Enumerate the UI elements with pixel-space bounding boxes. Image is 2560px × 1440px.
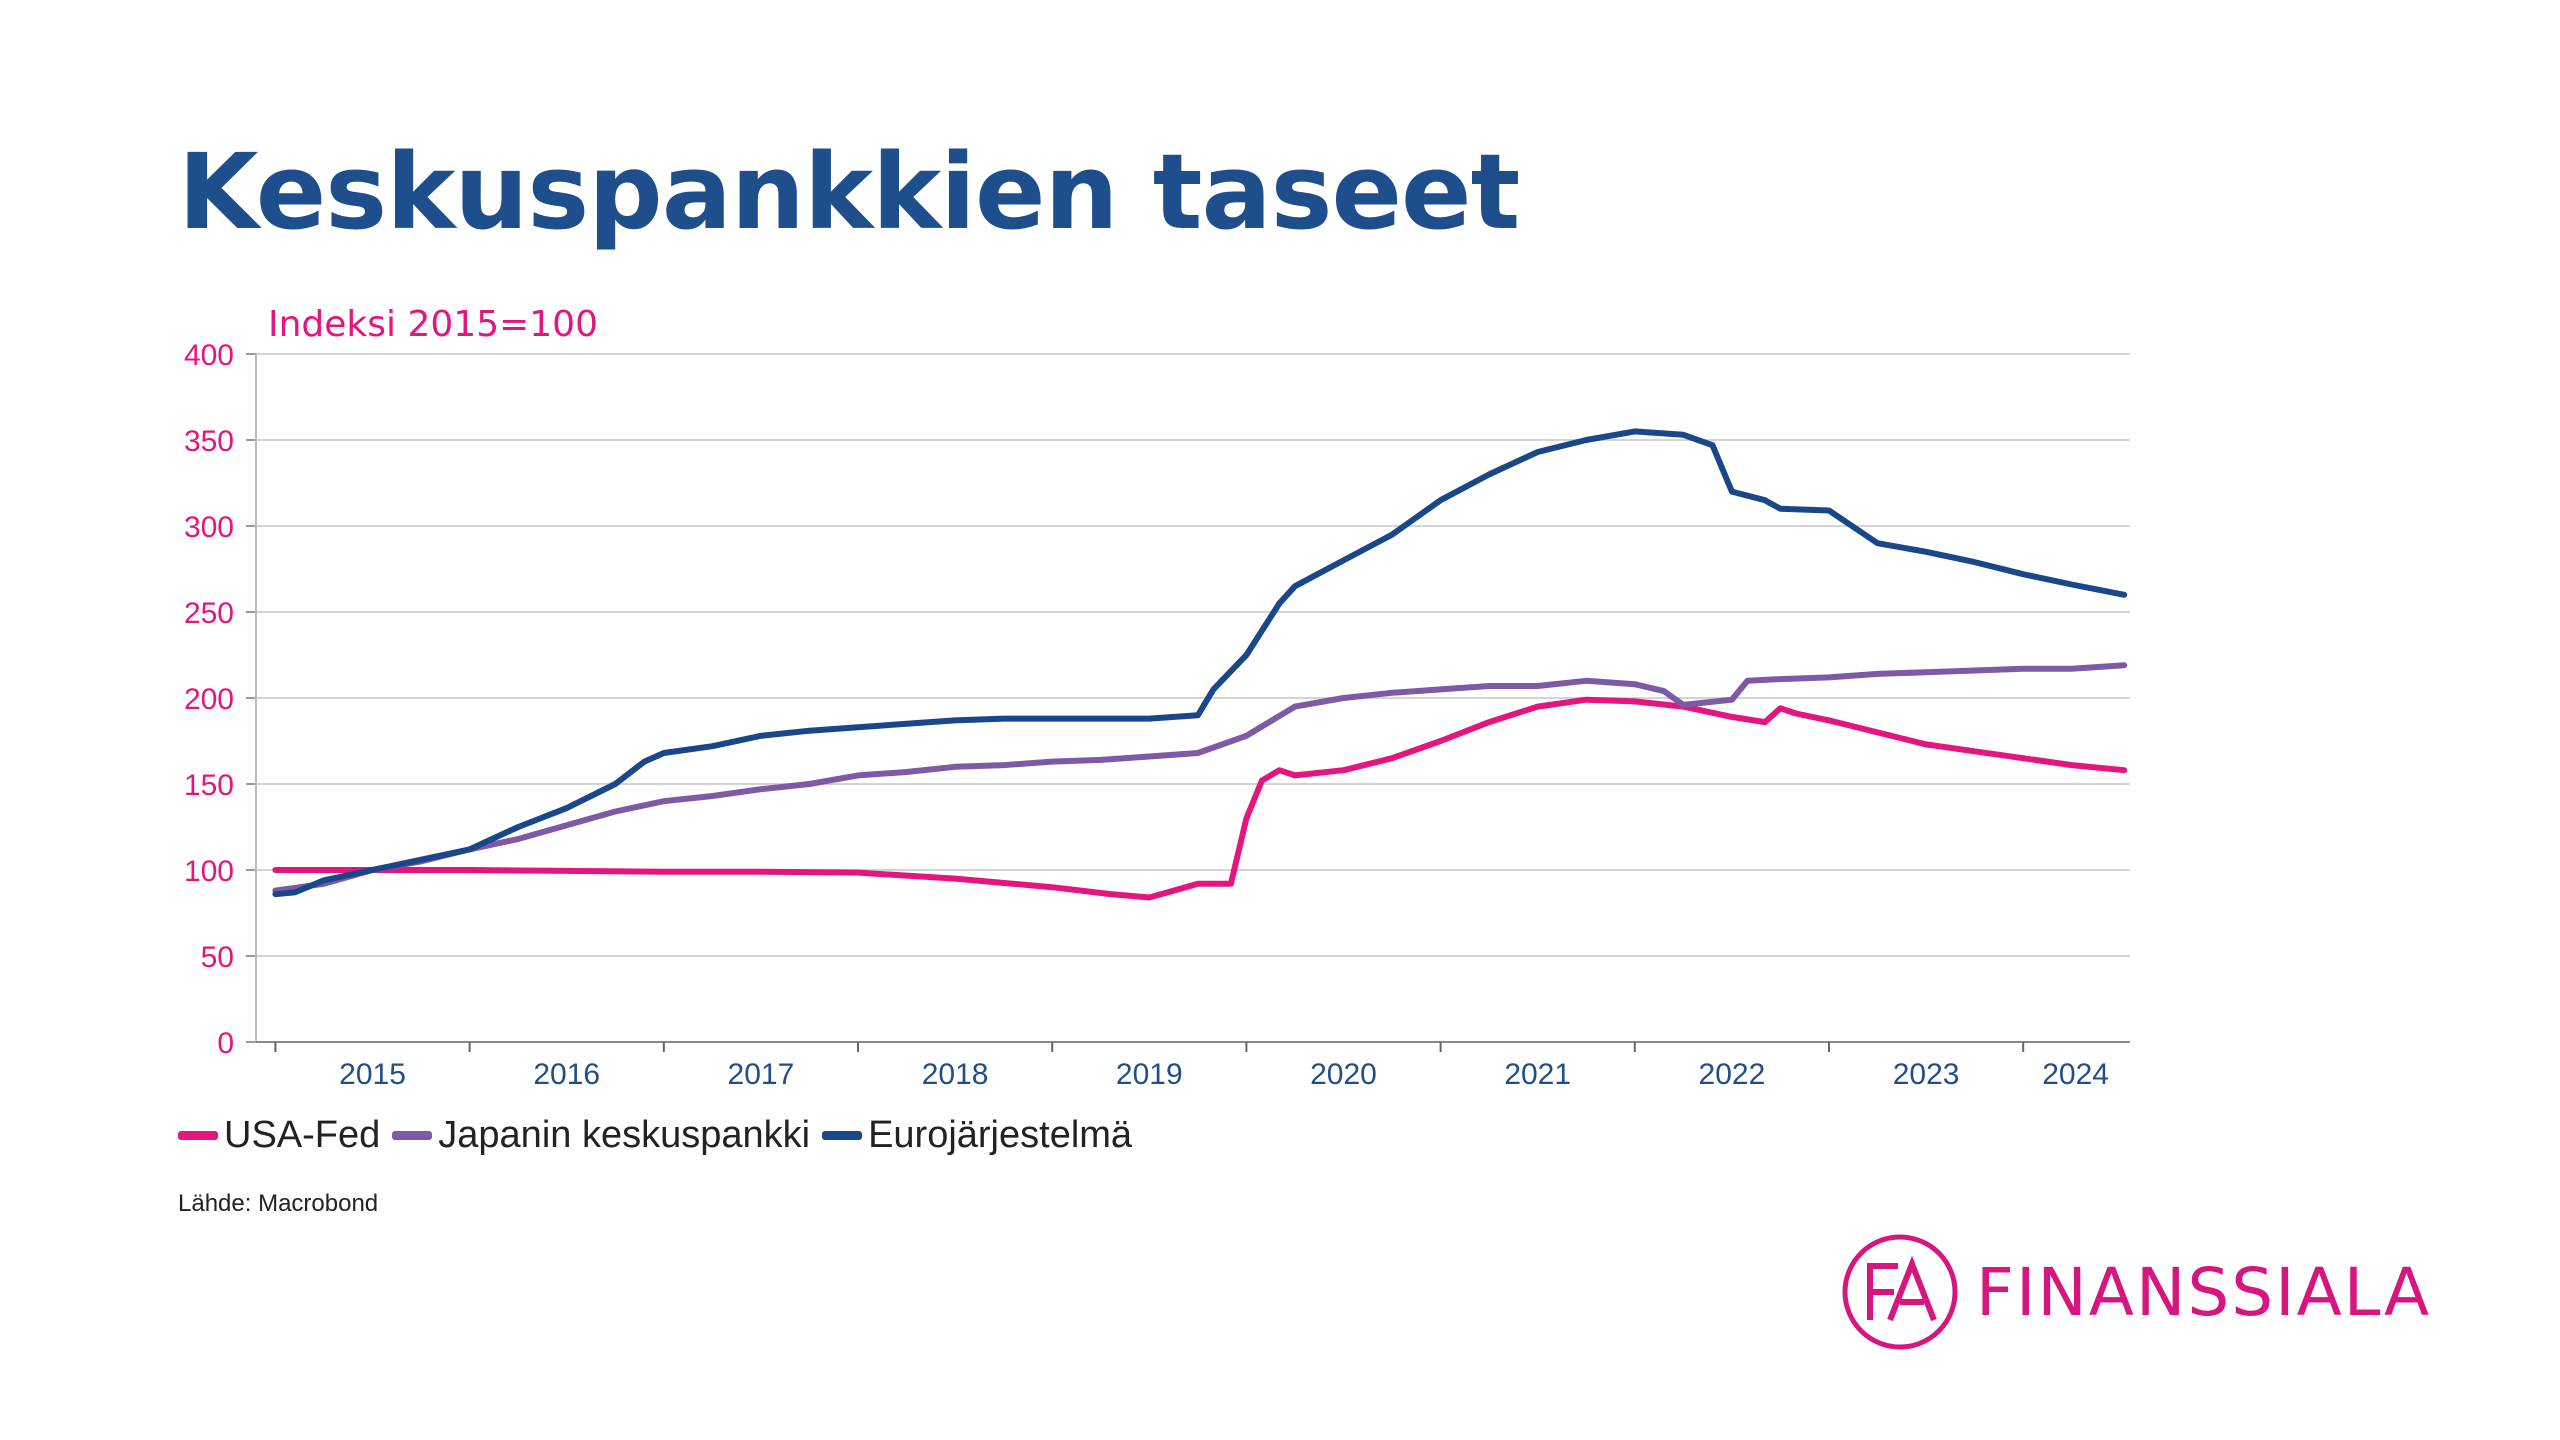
series-line-eurosystem (272, 428, 2128, 898)
legend-swatch-usa-fed (178, 1131, 218, 1140)
x-tick-label-2023: 2023 (1893, 1058, 1960, 1091)
chart-subtitle: Indeksi 2015=100 (268, 304, 598, 345)
legend-swatch-eurosystem (822, 1131, 863, 1140)
series-line-japan (272, 662, 2128, 894)
y-tick-label-250: 250 (184, 597, 234, 630)
x-tick-label-2015: 2015 (339, 1058, 406, 1091)
logo-text: FINANSSIALA (1976, 1253, 2432, 1331)
x-tick-label-2016: 2016 (533, 1058, 600, 1091)
y-tick-label-300: 300 (184, 511, 234, 544)
slide-title: Keskuspankkien taseet (178, 131, 1520, 253)
legend-item-eurosystem: Eurojärjestelmä (822, 1114, 1132, 1157)
y-tick-label-150: 150 (184, 769, 234, 802)
y-tick-label-350: 350 (184, 425, 234, 458)
y-tick-label-100: 100 (184, 855, 234, 888)
series-line-usa-fed (272, 696, 2128, 901)
x-tick-label-2022: 2022 (1699, 1058, 1766, 1091)
source-note: Lähde: Macrobond (178, 1190, 379, 1217)
y-tick-label-0: 0 (217, 1027, 234, 1060)
x-tick-label-2020: 2020 (1310, 1058, 1377, 1091)
legend-label-japan: Japanin keskuspankki (438, 1114, 811, 1156)
chart-legend: USA-Fed Japanin keskuspankki Eurojärjest… (178, 1114, 1144, 1157)
legend-item-usa-fed: USA-Fed (178, 1114, 380, 1157)
x-tick-label-2019: 2019 (1116, 1058, 1183, 1091)
finanssiala-logo: FINANSSIALA (1840, 1232, 2431, 1352)
legend-label-usa-fed: USA-Fed (224, 1114, 381, 1156)
x-tick-label-2018: 2018 (922, 1058, 989, 1091)
y-tick-label-400: 400 (184, 339, 234, 372)
legend-label-eurosystem: Eurojärjestelmä (868, 1114, 1133, 1156)
y-tick-label-200: 200 (184, 683, 234, 716)
x-tick-label-2021: 2021 (1504, 1058, 1571, 1091)
fa-logo-icon (1842, 1234, 1958, 1350)
y-tick-label-50: 50 (201, 941, 234, 974)
x-tick-label-2017: 2017 (728, 1058, 795, 1091)
x-tick-label-2024: 2024 (2042, 1058, 2109, 1091)
legend-item-japan: Japanin keskuspankki (392, 1114, 810, 1157)
legend-swatch-japan (392, 1131, 433, 1140)
